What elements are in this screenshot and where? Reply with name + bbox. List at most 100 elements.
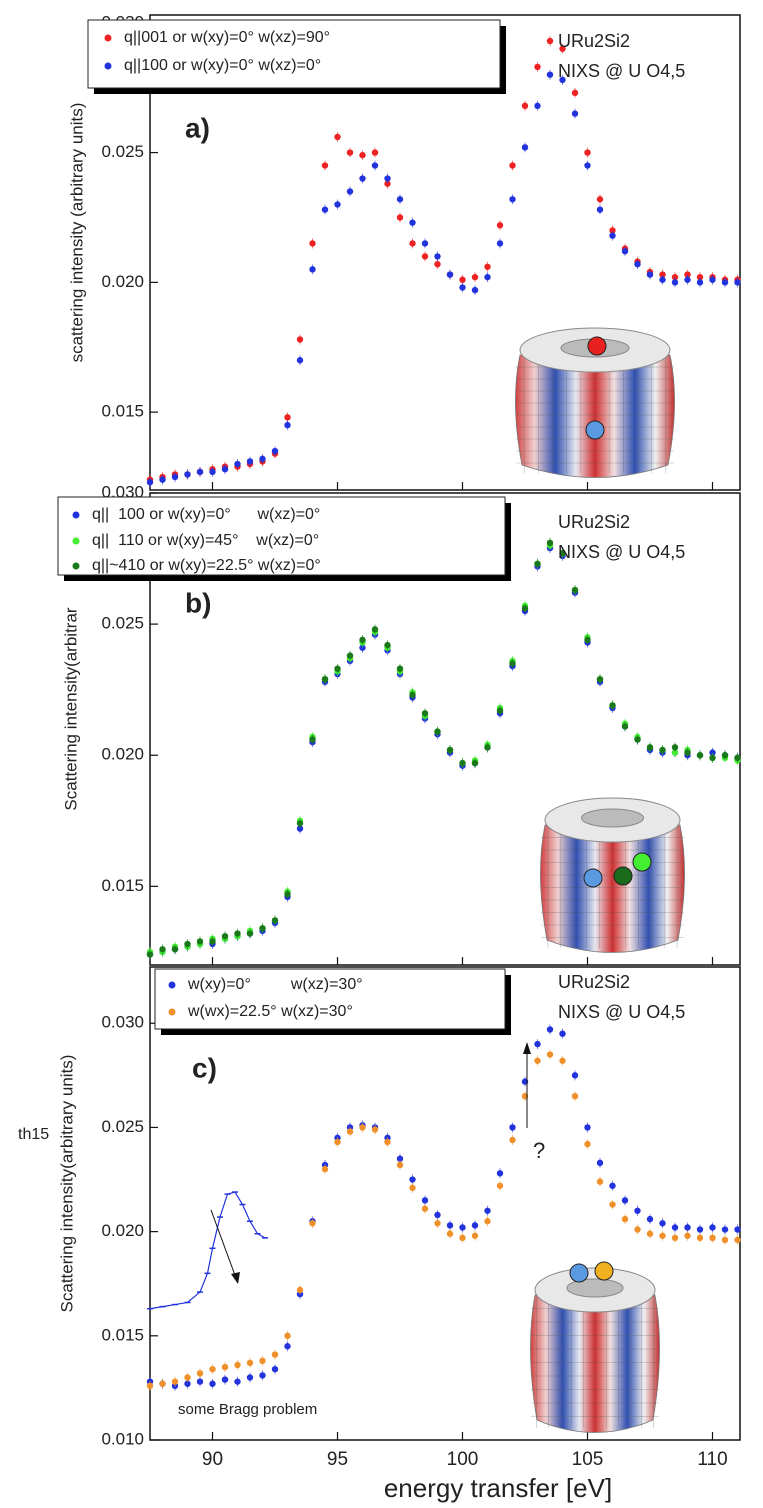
data-point (259, 1357, 266, 1365)
data-point (446, 1230, 454, 1237)
data-point (559, 1030, 566, 1037)
data-point (446, 271, 454, 278)
data-point (221, 466, 229, 473)
data-point (596, 206, 604, 213)
data-point (696, 273, 704, 281)
data-point (434, 253, 441, 260)
data-point (621, 1215, 629, 1223)
data-point (584, 1124, 591, 1131)
data-point (684, 1232, 691, 1239)
data-point (346, 652, 354, 659)
data-point (196, 1378, 204, 1385)
data-point (359, 644, 366, 651)
data-point (409, 219, 416, 226)
data-point (646, 1230, 654, 1237)
data-point (396, 196, 404, 203)
data-point (184, 940, 191, 948)
inset-marker (613, 866, 633, 886)
data-point (709, 1224, 716, 1231)
legend-label: q||100 or w(xy)=0° w(xz)=0° (124, 57, 321, 74)
data-point (621, 723, 629, 730)
data-point (159, 476, 166, 483)
data-point (709, 276, 716, 283)
inset-line (149, 1191, 266, 1310)
data-point (271, 1365, 279, 1373)
x-tick-label: 90 (202, 1449, 223, 1470)
data-point (234, 1361, 241, 1369)
data-point (371, 149, 379, 156)
data-point (334, 201, 341, 208)
data-point (359, 1124, 366, 1131)
data-point (284, 1343, 291, 1350)
data-point (634, 1226, 641, 1233)
data-point (571, 1092, 579, 1100)
data-point (409, 1184, 416, 1192)
arrow-head (523, 1042, 531, 1054)
data-point (309, 266, 316, 273)
data-point (496, 1182, 504, 1189)
data-point (609, 232, 616, 239)
legend-marker (168, 1008, 176, 1016)
data-point (709, 1234, 716, 1242)
data-point (521, 144, 529, 151)
data-point (396, 665, 404, 672)
data-point (584, 149, 591, 156)
data-point (421, 253, 429, 260)
data-point (209, 1380, 216, 1387)
data-point (684, 271, 691, 278)
data-point (284, 421, 291, 429)
data-point (246, 930, 254, 937)
annotation: NIXS @ U O4,5 (558, 542, 685, 562)
data-point (696, 752, 704, 759)
data-point (646, 744, 654, 751)
data-point (509, 660, 516, 667)
legend-label: q|| 110 or w(xy)=45° w(xz)=0° (92, 532, 319, 549)
legend-label: q||~410 or w(xy)=22.5° w(xz)=0° (92, 557, 321, 574)
data-point (484, 273, 491, 281)
data-point (684, 1224, 691, 1231)
data-point (721, 1226, 729, 1233)
data-point (196, 468, 204, 476)
data-point (609, 1201, 616, 1208)
data-point (534, 1057, 541, 1064)
data-point (309, 1220, 316, 1227)
data-point (384, 1138, 391, 1146)
data-point (334, 1138, 341, 1146)
data-point (421, 1205, 429, 1212)
data-point (546, 539, 554, 547)
data-point (559, 550, 566, 557)
data-point (321, 675, 329, 683)
panel-label: b) (185, 587, 211, 618)
data-point (259, 1372, 266, 1379)
data-point (459, 276, 466, 283)
data-point (146, 1382, 154, 1390)
data-point (721, 279, 729, 286)
legend-marker (72, 537, 80, 545)
data-point (284, 414, 291, 421)
data-point (559, 45, 566, 52)
data-point (484, 263, 491, 270)
data-point (734, 1236, 741, 1244)
data-point (409, 1176, 416, 1183)
data-point (346, 149, 354, 156)
annotation: URu2Si2 (558, 31, 630, 51)
data-point (509, 1136, 516, 1144)
data-point (159, 946, 166, 953)
data-point (546, 71, 554, 78)
data-point (596, 1178, 604, 1185)
arrow-head (231, 1272, 240, 1284)
y-tick-label: 0.015 (101, 1325, 144, 1344)
data-point (696, 1226, 704, 1233)
data-point (621, 248, 629, 255)
data-point (434, 260, 441, 268)
data-point (734, 754, 741, 762)
data-point (159, 1380, 166, 1387)
data-point (496, 222, 504, 229)
data-point (321, 162, 329, 169)
note: ? (533, 1138, 545, 1163)
data-point (609, 702, 616, 709)
y-tick-label: 0.015 (101, 402, 144, 421)
data-point (271, 917, 279, 924)
data-point (584, 162, 591, 169)
